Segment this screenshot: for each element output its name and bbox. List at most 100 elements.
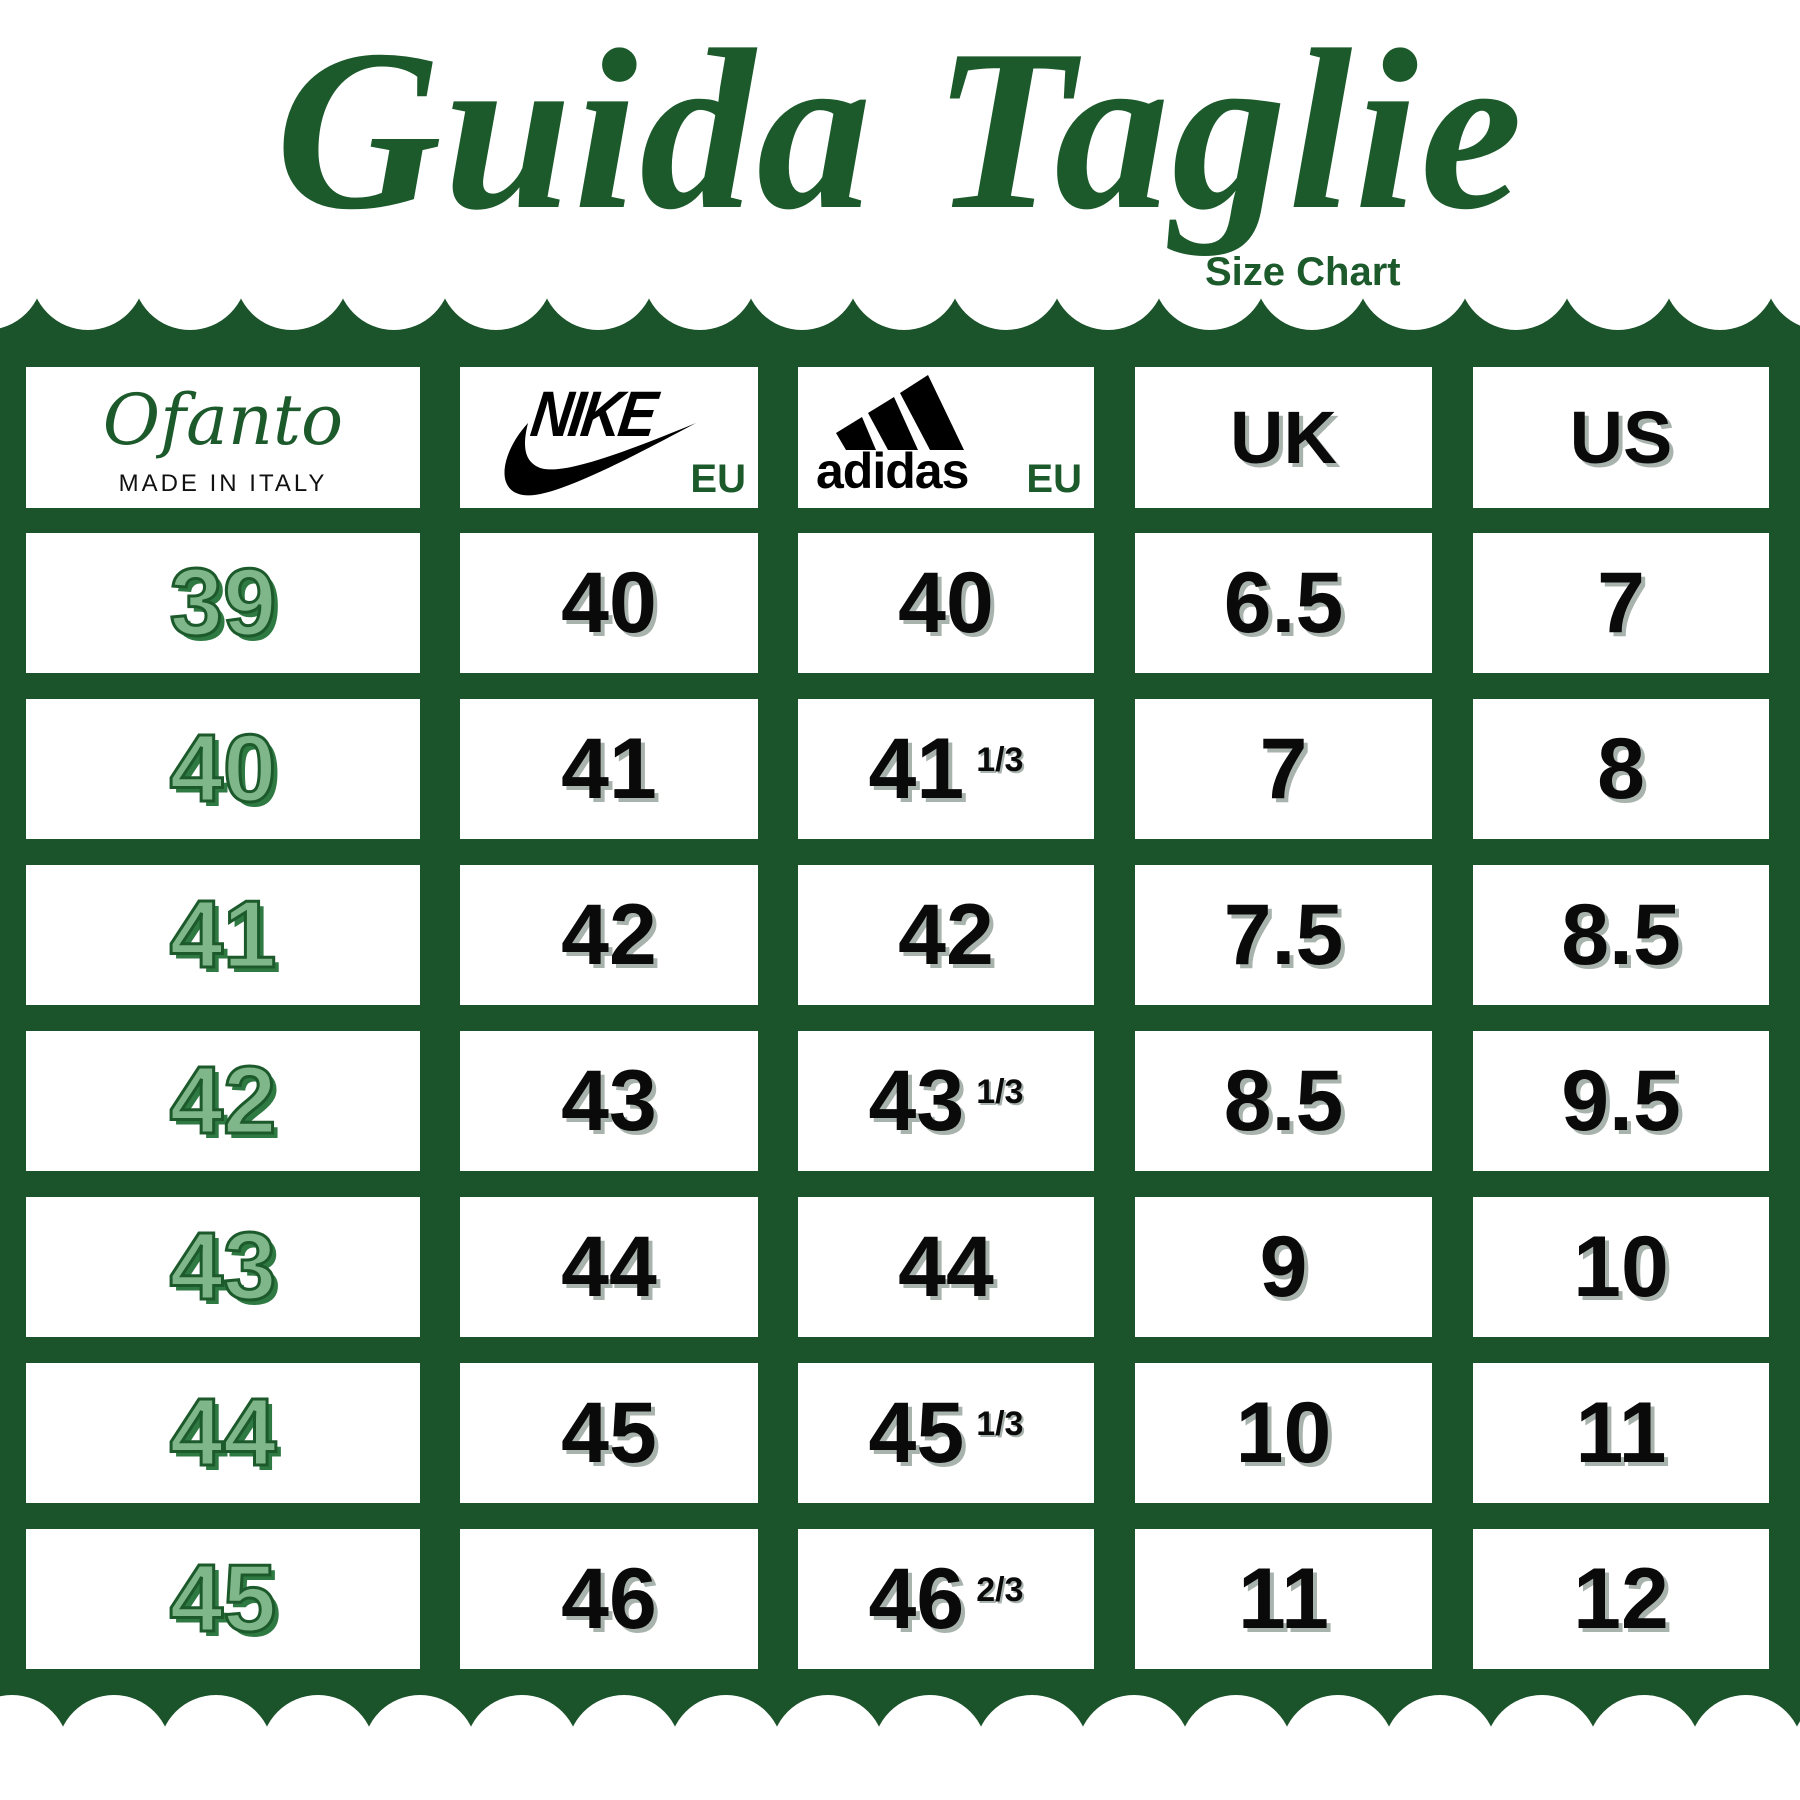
bottom-scallop: [975, 1695, 1089, 1800]
cell-uk: 10: [1135, 1363, 1432, 1503]
cell-ofanto: 43: [26, 1197, 420, 1337]
adidas-size-value: 42: [898, 886, 994, 983]
nike-size-value: 46: [561, 1550, 657, 1647]
cell-us: 11: [1473, 1363, 1769, 1503]
bottom-scallop: [465, 1695, 579, 1800]
cell-adidas: 40: [798, 533, 1094, 673]
cell-uk: 6.5: [1135, 533, 1432, 673]
cell-us: 12: [1473, 1529, 1769, 1669]
uk-size-value: 8.5: [1223, 1052, 1344, 1149]
us-size-value: 9.5: [1561, 1052, 1681, 1149]
adidas-size-fraction: 2/3: [976, 1570, 1024, 1609]
bottom-scallop: [159, 1695, 273, 1800]
adidas-size-fraction: 1/3: [976, 1404, 1024, 1443]
cell-nike: 46: [460, 1529, 758, 1669]
adidas-logo-text: adidas: [816, 443, 969, 499]
nike-size-value: 43: [561, 1052, 657, 1149]
cell-us: 7: [1473, 533, 1769, 673]
top-scallop: [337, 216, 451, 330]
cell-adidas: 41 1/3: [798, 699, 1094, 839]
top-scallop: [745, 216, 859, 330]
ofanto-size-value: 42: [168, 1046, 278, 1156]
adidas-size-value: 40: [898, 554, 994, 651]
adidas-size-value: 46: [868, 1550, 965, 1647]
us-size-value: 8.5: [1561, 886, 1681, 983]
nike-size-value: 44: [561, 1218, 657, 1315]
bottom-scallop: [567, 1695, 681, 1800]
top-scallop: [133, 216, 247, 330]
bottom-scallop: [669, 1695, 783, 1800]
us-size-value: 12: [1573, 1550, 1669, 1647]
ofanto-size-value: 39: [168, 548, 278, 658]
page-title: Guida Taglie: [275, 2, 1525, 257]
cell-ofanto: 39: [26, 533, 420, 673]
uk-size-value: 7.5: [1223, 886, 1344, 983]
top-scallop: [1765, 220, 1800, 326]
adidas-size-fraction: 1/3: [976, 740, 1024, 779]
cell-uk: 11: [1135, 1529, 1432, 1669]
nike-size-value: 45: [561, 1384, 657, 1481]
us-size-value: 7: [1597, 554, 1645, 651]
bottom-scallop: [1077, 1695, 1191, 1800]
nike-swoosh-icon: [504, 423, 696, 496]
us-size-value: 10: [1573, 1218, 1669, 1315]
cell-adidas: 45 1/3: [798, 1363, 1094, 1503]
cell-adidas: 43 1/3: [798, 1031, 1094, 1171]
top-scallop: [0, 217, 43, 329]
cell-us: 8.5: [1473, 865, 1769, 1005]
ofanto-size-value: 43: [168, 1212, 278, 1322]
header-adidas: adidas EU: [798, 367, 1094, 508]
cell-nike: 44: [460, 1197, 758, 1337]
bottom-scallop: [57, 1695, 171, 1800]
top-scallop: [949, 216, 1063, 330]
ofanto-size-value: 40: [168, 714, 278, 824]
top-scallop: [541, 216, 655, 330]
cell-nike: 41: [460, 699, 758, 839]
cell-nike: 43: [460, 1031, 758, 1171]
cell-ofanto: 41: [26, 865, 420, 1005]
adidas-size-value: 44: [898, 1218, 994, 1315]
top-scallop: [1561, 216, 1675, 330]
cell-nike: 42: [460, 865, 758, 1005]
header-us: US: [1473, 367, 1769, 508]
uk-size-value: 7: [1259, 720, 1308, 817]
top-scallop: [1255, 216, 1369, 330]
uk-size-value: 11: [1238, 1550, 1329, 1647]
top-scallop: [1357, 216, 1471, 330]
cell-ofanto: 40: [26, 699, 420, 839]
cell-uk: 7.5: [1135, 865, 1432, 1005]
cell-ofanto: 45: [26, 1529, 420, 1669]
top-scallop: [31, 216, 145, 330]
band-background: [0, 298, 1800, 1728]
cell-nike: 40: [460, 533, 758, 673]
uk-size-value: 6.5: [1223, 554, 1344, 651]
header-ofanto: Ofanto MADE IN ITALY: [26, 367, 420, 508]
bottom-scallop: [1485, 1695, 1599, 1800]
ofanto-size-value: 45: [168, 1544, 278, 1654]
uk-size-value: 10: [1235, 1384, 1332, 1481]
bottom-scallop: [1587, 1695, 1701, 1800]
nike-size-value: 41: [561, 720, 657, 817]
bottom-scallop: [363, 1695, 477, 1800]
header-uk: UK: [1135, 367, 1432, 508]
bottom-scallop: [1791, 1721, 1800, 1783]
us-label: US: [1569, 396, 1673, 479]
cell-uk: 7: [1135, 699, 1432, 839]
ofanto-size-value: 41: [168, 880, 278, 990]
cell-uk: 8.5: [1135, 1031, 1432, 1171]
uk-size-value: 9: [1259, 1218, 1308, 1315]
bottom-scallop: [1281, 1695, 1395, 1800]
bottom-scallop: [261, 1695, 375, 1800]
bottom-scallop: [0, 1695, 69, 1800]
cell-adidas: 42: [798, 865, 1094, 1005]
header-nike: NIKE EU: [460, 367, 758, 508]
uk-label: UK: [1230, 396, 1337, 479]
nike-eu-label: EU: [690, 457, 746, 501]
cell-uk: 9: [1135, 1197, 1432, 1337]
nike-size-value: 40: [561, 554, 657, 651]
ofanto-logo: Ofanto: [102, 379, 344, 461]
cell-us: 8: [1473, 699, 1769, 839]
nike-size-value: 42: [561, 886, 657, 983]
cell-us: 10: [1473, 1197, 1769, 1337]
